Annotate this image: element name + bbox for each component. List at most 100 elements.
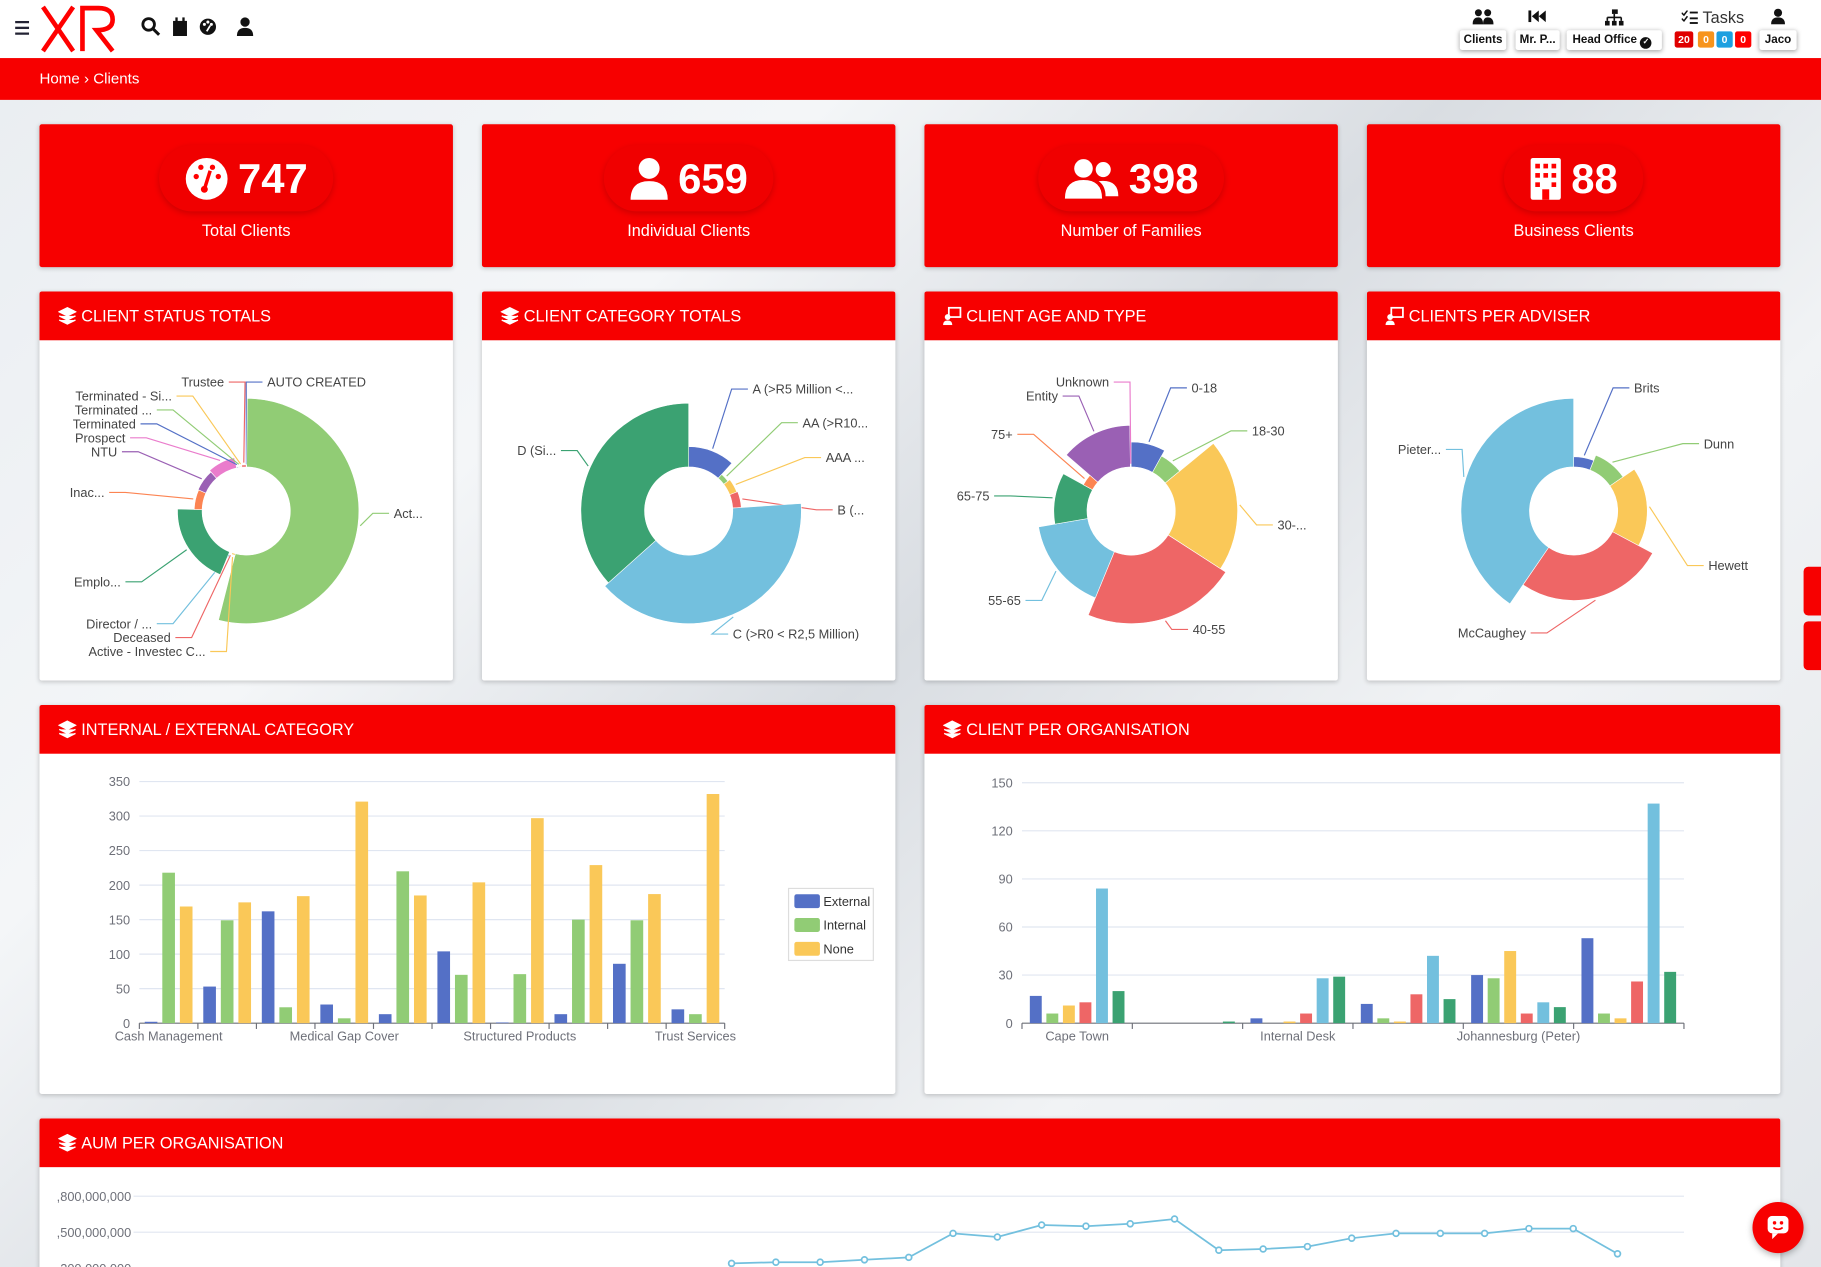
- pie-label: 18-30: [1252, 424, 1285, 439]
- tasks-badge-open[interactable]: 0: [1716, 31, 1733, 48]
- nav-recent-client-button[interactable]: Mr. P...: [1515, 0, 1560, 53]
- pie-leader-line: [1530, 599, 1596, 634]
- pie-leader-line: [109, 491, 194, 500]
- bar: [454, 974, 468, 1024]
- pie-label: Deceased: [113, 630, 170, 645]
- pie-leader-line: [125, 549, 187, 583]
- bar: [1250, 1018, 1263, 1024]
- aum-point: [949, 1229, 957, 1238]
- calendar-icon[interactable]: [170, 16, 191, 37]
- pie-slice: [688, 446, 733, 479]
- palette-icon[interactable]: [197, 16, 218, 37]
- y-tick-label: 250: [109, 843, 130, 858]
- pie-label: AA (>R10...: [802, 415, 868, 430]
- y-tick-label: 0: [1006, 1016, 1013, 1031]
- bar: [554, 1014, 568, 1024]
- nav-clients-button[interactable]: Clients: [1459, 0, 1507, 53]
- pie-label: C (>R0 < R2,5 Million): [733, 627, 859, 642]
- nav-tasks-button[interactable]: Tasks 20 0 0 0: [1672, 0, 1753, 53]
- pie-leader-line: [245, 381, 263, 465]
- user-tie-icon[interactable]: [235, 16, 256, 37]
- kpi-number-of-families[interactable]: 398 Number of Families: [924, 124, 1338, 268]
- hamburger-icon[interactable]: [15, 20, 30, 35]
- bar: [1537, 1002, 1550, 1024]
- building-icon: [1530, 157, 1561, 200]
- bar: [320, 1004, 333, 1024]
- side-tab-2[interactable]: [1803, 621, 1821, 671]
- pie-label: Terminated: [73, 417, 136, 432]
- pie-leader-line: [175, 555, 231, 639]
- kpi-label: Total Clients: [201, 220, 291, 240]
- search-icon[interactable]: [141, 16, 162, 37]
- pie-leader-line: [1164, 620, 1189, 631]
- y-tick-label: 200: [109, 878, 130, 893]
- x-tick-label: Trust Services: [655, 1029, 736, 1044]
- bar: [531, 818, 544, 1024]
- bar: [1443, 999, 1456, 1024]
- pie-label: Director / ...: [86, 616, 152, 631]
- bar: [1316, 978, 1329, 1024]
- nav-recent-client-label: Mr. P...: [1515, 30, 1560, 50]
- card-header: CLIENT CATEGORY TOTALS: [481, 291, 896, 341]
- side-tab-1[interactable]: [1803, 566, 1821, 616]
- bar: [144, 1021, 158, 1024]
- bar: [1664, 971, 1677, 1024]
- y-tick-label: 60: [998, 920, 1012, 935]
- card-title: CLIENT STATUS TOTALS: [81, 306, 272, 326]
- tasks-badge-urgent[interactable]: 0: [1735, 31, 1752, 48]
- bar: [1581, 938, 1594, 1024]
- kpi-label: Individual Clients: [627, 220, 751, 240]
- pie-leader-line: [1148, 387, 1187, 443]
- pie-leader-line: [1612, 443, 1700, 463]
- y-tick-label: ,800,000,000: [57, 1189, 132, 1204]
- brand-logo[interactable]: [41, 5, 115, 54]
- bar: [1553, 1007, 1566, 1024]
- y-tick-label: 120: [991, 823, 1012, 838]
- legend-label: None: [823, 941, 854, 956]
- pie-leader-line: [359, 512, 390, 527]
- bar: [337, 1018, 351, 1024]
- bar: [1096, 888, 1108, 1024]
- bar: [378, 1014, 392, 1024]
- pie-leader-line: [130, 437, 221, 461]
- aum-point: [1170, 1215, 1179, 1223]
- pie-label: Entity: [1026, 389, 1059, 404]
- xr-logo: [41, 5, 115, 53]
- aum-point: [1613, 1250, 1622, 1258]
- nav-head-office-button[interactable]: Head Office ✓: [1566, 0, 1662, 53]
- pie-label: Brits: [1634, 381, 1660, 396]
- card-header: CLIENT PER ORGANISATION: [924, 704, 1781, 754]
- bar: [1283, 1021, 1296, 1024]
- aum-point: [860, 1256, 869, 1264]
- nav-user-button[interactable]: Jaco: [1759, 0, 1797, 53]
- tasks-badge-pending[interactable]: 0: [1697, 31, 1715, 48]
- bar: [1222, 1021, 1235, 1024]
- bar: [355, 801, 369, 1024]
- breadcrumb-current: Clients: [93, 69, 140, 88]
- pie-leader-line: [1113, 381, 1132, 464]
- y-tick-label: 100: [109, 947, 130, 962]
- x-tick-label: Johannesburg (Peter): [1457, 1029, 1580, 1044]
- kpi-total-clients[interactable]: 747 Total Clients: [39, 124, 453, 268]
- bar: [1300, 1013, 1313, 1024]
- chat-button[interactable]: [1752, 1201, 1804, 1254]
- pie-label: Dunn: [1704, 436, 1735, 451]
- internal-external-card: INTERNAL / EXTERNAL CATEGORY 0 50 100 150 20…: [39, 704, 896, 1094]
- nav-head-office-box: Head Office ✓: [1566, 30, 1662, 50]
- bar: [589, 865, 603, 1024]
- pie-slice: [580, 402, 689, 584]
- clients-per-adviser-card: CLIENTS PER ADVISER Brits Dunn Hewett McCau…: [1366, 291, 1781, 681]
- tasks-badge-overdue[interactable]: 20: [1674, 31, 1694, 48]
- pie-label: AUTO CREATED: [267, 375, 366, 390]
- bar: [179, 906, 193, 1024]
- nav-user-label: Jaco: [1759, 30, 1797, 50]
- breadcrumb-home-link[interactable]: Home: [39, 69, 80, 88]
- bar: [396, 871, 410, 1024]
- pie-slice: [604, 503, 802, 624]
- bar: [1393, 1021, 1406, 1024]
- kpi-value: 398: [1128, 153, 1199, 202]
- pie-leader-line: [176, 395, 242, 465]
- kpi-individual-clients[interactable]: 659 Individual Clients: [481, 124, 896, 268]
- bar: [1631, 981, 1644, 1024]
- kpi-business-clients[interactable]: 88 Business Clients: [1366, 124, 1781, 268]
